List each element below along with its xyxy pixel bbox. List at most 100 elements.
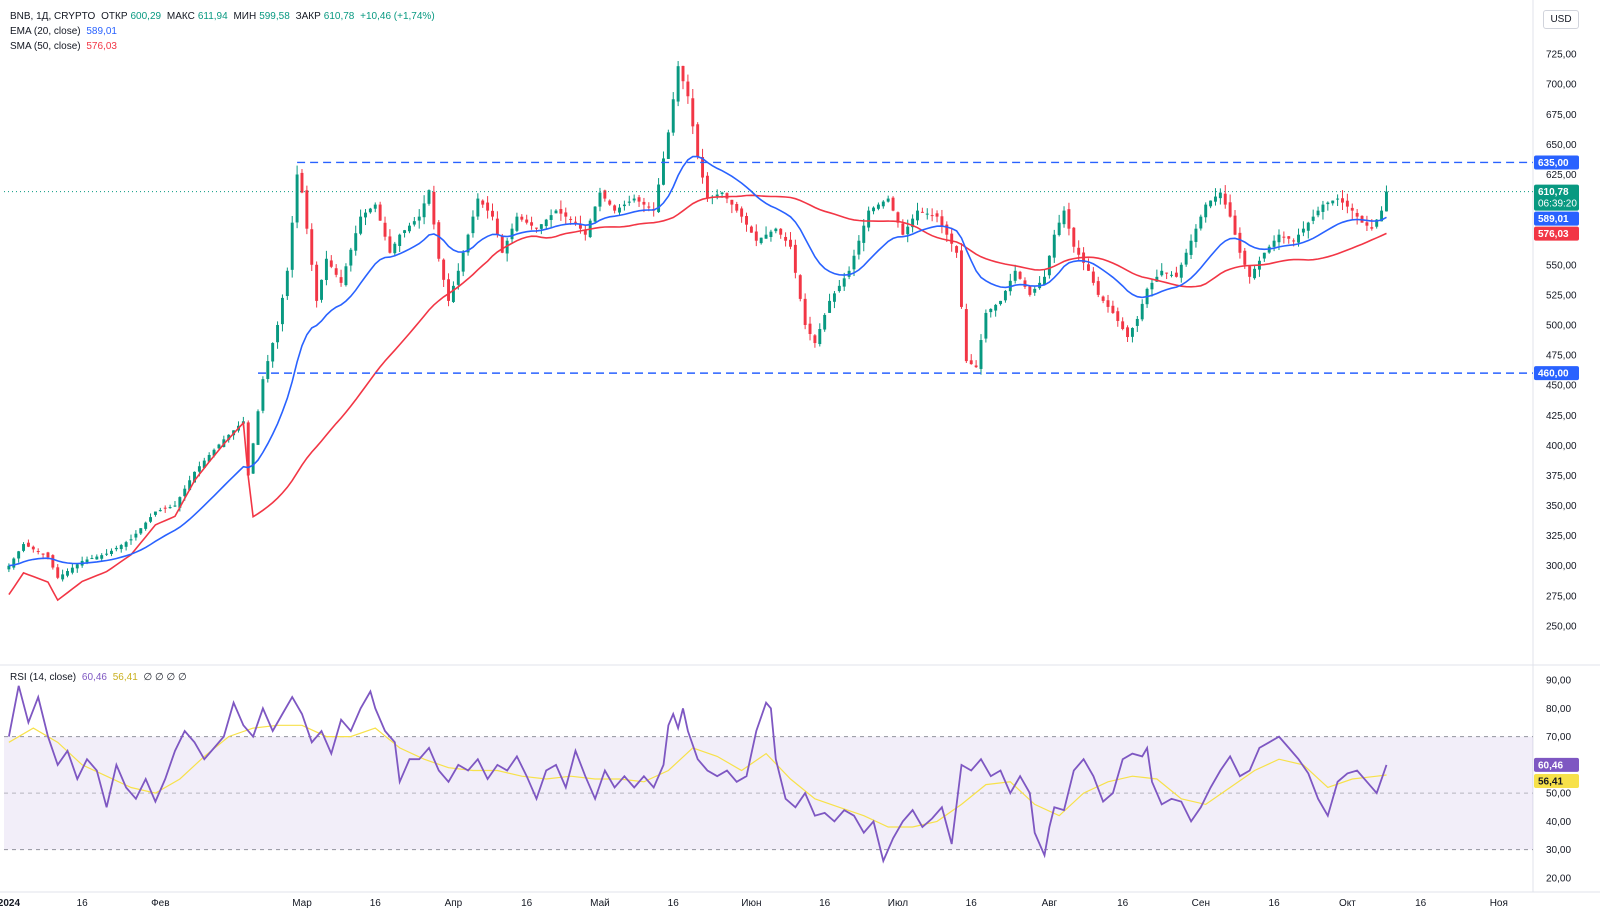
candle-body xyxy=(510,228,514,240)
candle-body xyxy=(583,230,587,235)
candle-body xyxy=(373,204,377,209)
sma-legend[interactable]: SMA (50, close) 576,03 xyxy=(10,41,120,52)
candle-body xyxy=(657,184,661,213)
candle-body xyxy=(715,194,719,197)
candle-body xyxy=(1087,264,1090,271)
candle-body xyxy=(876,204,880,209)
candle-body xyxy=(412,221,416,225)
candle-body xyxy=(959,250,963,307)
candle-body xyxy=(872,207,875,212)
currency-button[interactable]: USD xyxy=(1543,10,1579,29)
candle-body xyxy=(388,236,392,253)
candle-body xyxy=(759,237,763,244)
candle-body xyxy=(1184,252,1188,265)
candle-body xyxy=(1194,228,1198,242)
price-tick-label: 700,00 xyxy=(1546,80,1577,91)
candle-body xyxy=(906,226,910,235)
candle-body xyxy=(999,300,1003,305)
candle-body xyxy=(466,234,470,253)
candle-body xyxy=(437,222,441,259)
candle-body xyxy=(950,233,954,244)
candle-body xyxy=(476,198,480,217)
time-tick-label: 16 xyxy=(819,898,831,909)
candle-body xyxy=(974,365,978,368)
candle-body xyxy=(705,175,709,199)
candle-body xyxy=(1272,240,1276,247)
candle-body xyxy=(227,434,231,440)
candle-body xyxy=(266,361,270,379)
time-tick-label: Ноя xyxy=(1490,898,1508,909)
candle-body xyxy=(320,279,323,300)
candle-body xyxy=(847,270,851,277)
price-tick-label: 625,00 xyxy=(1546,170,1577,181)
sma-value: 576,03 xyxy=(86,41,117,52)
candle-body xyxy=(46,552,50,558)
candle-body xyxy=(383,222,387,237)
candle-body xyxy=(285,270,289,297)
price-tick-label: 725,00 xyxy=(1546,50,1577,61)
rsi-ma-line xyxy=(8,724,1387,828)
legend-symbol[interactable]: BNB, 1Д, CRYPTO xyxy=(10,11,96,22)
candle-body xyxy=(823,314,827,330)
candle-body xyxy=(1170,274,1173,276)
rsi-legend[interactable]: RSI (14, close) 60,46 56,41 ∅ ∅ ∅ ∅ xyxy=(10,672,190,683)
candle-body xyxy=(1233,215,1237,235)
candle-body xyxy=(764,234,768,239)
candle-body xyxy=(173,505,177,507)
price-tick-label: 550,00 xyxy=(1546,260,1577,271)
price-tag xyxy=(1534,211,1579,226)
candle-body xyxy=(144,522,148,529)
candle-body xyxy=(1375,219,1379,227)
price-tag-label: 589,01 xyxy=(1538,214,1569,225)
time-tick-label: 16 xyxy=(521,898,533,909)
rsi-extra: ∅ ∅ ∅ ∅ xyxy=(143,672,187,683)
candle-body xyxy=(666,132,670,159)
candle-body xyxy=(1140,303,1144,320)
candle-body xyxy=(520,216,524,220)
candle-body xyxy=(368,208,372,213)
candle-body xyxy=(818,328,822,345)
candle-body xyxy=(114,547,118,550)
candle-body xyxy=(994,304,998,311)
candle-body xyxy=(515,216,519,231)
ema-legend[interactable]: EMA (20, close) 589,01 xyxy=(10,26,120,37)
candle-body xyxy=(417,216,421,221)
candle-body xyxy=(813,335,817,344)
candle-body xyxy=(163,507,167,509)
candle-body xyxy=(608,200,612,205)
candle-body xyxy=(1384,191,1388,212)
candle-body xyxy=(119,545,123,550)
candle-body xyxy=(554,210,558,214)
rsi-tick-label: 50,00 xyxy=(1546,789,1571,800)
candle-body xyxy=(701,157,705,178)
price-tick-label: 275,00 xyxy=(1546,591,1577,602)
candle-body xyxy=(1179,264,1183,278)
candle-body xyxy=(486,202,490,211)
time-tick-label: Фев xyxy=(151,898,169,909)
legend-high: 611,94 xyxy=(197,11,228,22)
rsi-ma-value: 56,41 xyxy=(112,672,138,683)
rsi-value-tag-label: 60,46 xyxy=(1538,760,1563,771)
candle-body xyxy=(1218,192,1222,199)
candle-body xyxy=(774,228,778,232)
candle-body xyxy=(632,198,636,201)
candle-body xyxy=(451,285,455,302)
price-tag-label: 610,78 xyxy=(1538,187,1569,198)
candle-body xyxy=(1077,247,1081,255)
rsi-value-tag-label: 56,41 xyxy=(1538,777,1563,788)
time-tick-label: Авг xyxy=(1042,898,1058,909)
candle-body xyxy=(378,204,382,221)
candle-body xyxy=(1199,216,1203,229)
candle-body xyxy=(1287,236,1291,239)
candle-body xyxy=(662,158,665,185)
candle-body xyxy=(627,201,631,203)
candle-body xyxy=(681,65,685,82)
time-tick-label: 16 xyxy=(1117,898,1129,909)
candle-body xyxy=(969,360,973,365)
candle-body xyxy=(7,565,11,570)
candle-body xyxy=(70,567,74,573)
time-tick-label: 16 xyxy=(1269,898,1281,909)
candle-body xyxy=(1047,255,1051,276)
candle-body xyxy=(158,510,162,512)
